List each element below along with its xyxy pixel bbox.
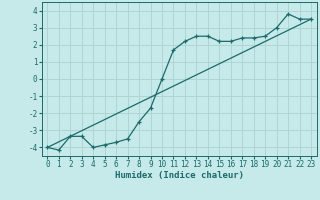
X-axis label: Humidex (Indice chaleur): Humidex (Indice chaleur)	[115, 171, 244, 180]
